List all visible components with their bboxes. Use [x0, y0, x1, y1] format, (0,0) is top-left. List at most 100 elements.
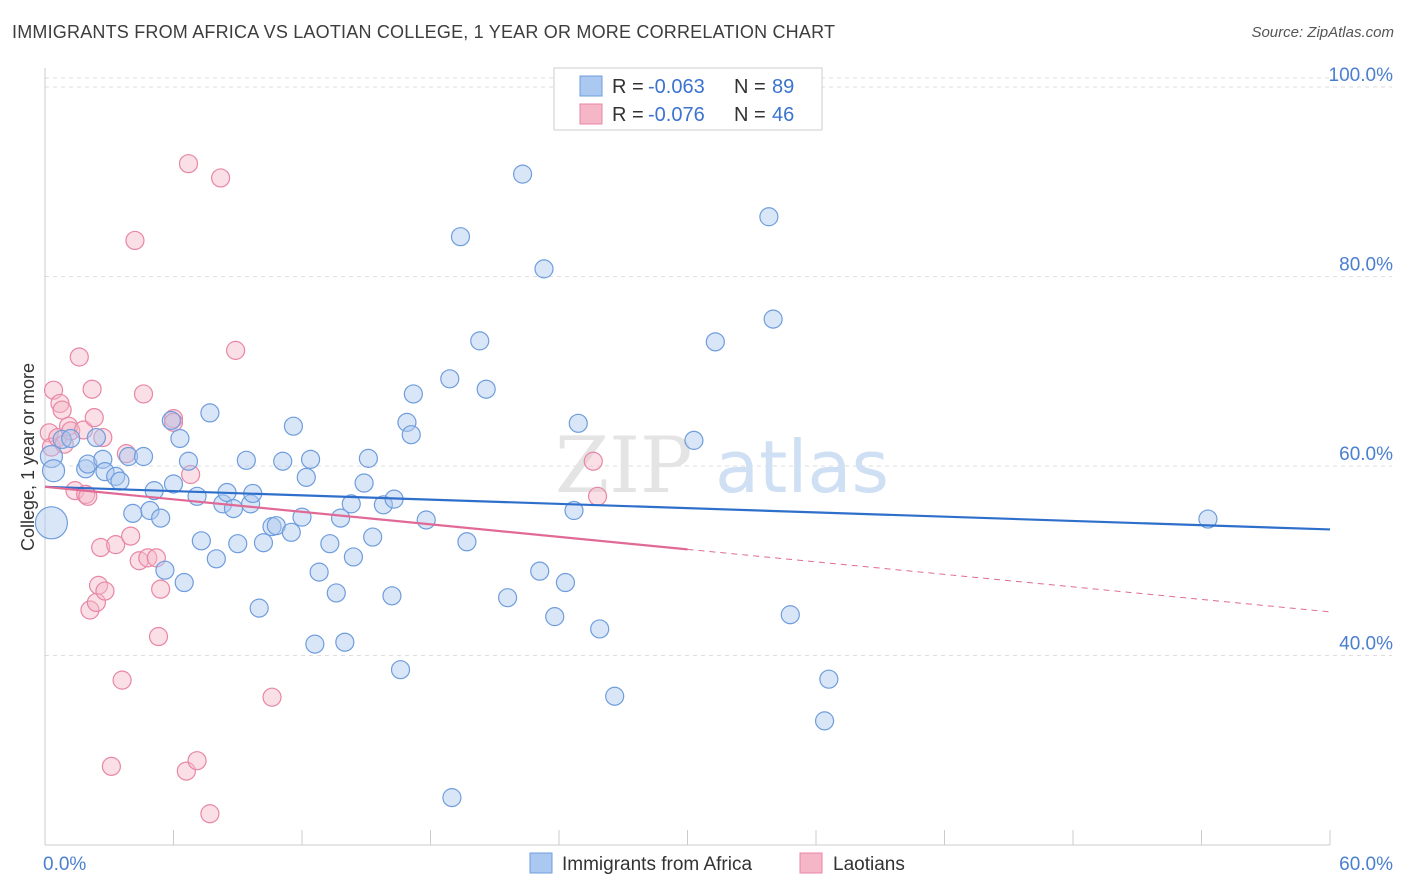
africa-point	[759, 207, 779, 227]
watermark: ZIP atlas	[555, 421, 889, 511]
africa-point	[86, 427, 107, 448]
laotians-point	[80, 600, 100, 620]
africa-point	[530, 561, 550, 581]
africa-point	[763, 309, 783, 329]
africa-point	[363, 527, 383, 547]
laotians-point	[95, 581, 115, 601]
laotians-point	[106, 535, 126, 555]
x-tick-marks	[44, 830, 1331, 845]
y-tick-label: 60.0%	[1339, 444, 1393, 465]
africa-point	[403, 384, 423, 404]
africa-point	[814, 711, 835, 731]
laotians-point	[125, 230, 145, 251]
africa-point	[300, 449, 321, 469]
africa-point	[341, 494, 361, 514]
x-tick-label-min: 0.0%	[43, 854, 86, 875]
africa-point	[296, 467, 316, 487]
africa-point	[390, 660, 411, 680]
africa-point	[780, 605, 800, 625]
chart-title: IMMIGRANTS FROM AFRICA VS LAOTIAN COLLEG…	[12, 22, 836, 42]
africa-point	[253, 533, 274, 553]
laotians-point	[211, 168, 231, 188]
africa-point	[93, 449, 113, 469]
africa-point	[555, 572, 576, 593]
africa-point	[110, 471, 130, 491]
africa-point	[283, 416, 304, 436]
laotians-point	[187, 751, 207, 771]
africa-point	[200, 403, 220, 423]
africa-point	[470, 331, 490, 351]
laotians-point	[101, 756, 121, 776]
africa-point	[457, 532, 477, 552]
africa-point	[61, 428, 81, 449]
y-axis-label: College, 1 year or more	[18, 363, 38, 551]
laotians-point	[226, 340, 246, 360]
bottom-legend-label-pink: Laotians	[833, 854, 905, 875]
legend-n-value-pink: 46	[772, 104, 794, 126]
africa-point	[684, 430, 704, 450]
africa-point	[78, 454, 98, 474]
laotians-point	[121, 526, 141, 546]
africa-point	[534, 259, 554, 279]
legend-r-label-blue: R =	[612, 76, 644, 98]
africa-point	[41, 459, 66, 483]
africa-point	[155, 560, 175, 580]
laotians-point	[178, 154, 199, 174]
trend-lines	[44, 485, 1331, 613]
africa-point	[440, 369, 460, 389]
africa-point	[568, 413, 588, 433]
africa-point	[354, 473, 374, 493]
legend-n-label-pink: N =	[734, 104, 766, 126]
africa-point	[590, 619, 610, 639]
africa-point	[320, 534, 340, 554]
africa-point	[476, 379, 496, 399]
africa-point	[34, 506, 69, 540]
africa-point	[281, 522, 301, 542]
africa-trend-line	[44, 485, 1331, 531]
africa-point	[819, 669, 839, 689]
africa-point	[151, 508, 171, 528]
africa-point	[330, 508, 351, 528]
laotians-point	[587, 486, 608, 506]
africa-point	[191, 531, 211, 551]
bottom-legend-label-blue: Immigrants from Africa	[562, 854, 752, 875]
laotians-point	[91, 537, 111, 558]
laotians-point	[262, 687, 282, 707]
y-tick-label: 80.0%	[1339, 254, 1393, 275]
africa-point	[123, 503, 143, 523]
y-tick-labels: 40.0% 60.0% 80.0% 100.0%	[1329, 65, 1394, 655]
africa-point	[416, 510, 436, 530]
africa-point	[133, 446, 154, 467]
laotians-point	[151, 579, 171, 599]
africa-point	[140, 500, 160, 521]
africa-point	[358, 448, 378, 468]
africa-point	[206, 549, 226, 569]
watermark-atlas: atlas	[715, 425, 889, 509]
laotians-point	[52, 400, 72, 420]
laotians-point	[200, 804, 220, 824]
legend-swatch-pink	[579, 103, 603, 125]
africa-point	[228, 534, 248, 554]
x-tick-label-max: 60.0%	[1339, 854, 1393, 875]
legend-r-label-pink: R =	[612, 104, 644, 126]
africa-point	[498, 588, 518, 608]
africa-point	[163, 474, 184, 494]
laotians-point	[133, 384, 154, 404]
africa-point	[382, 586, 402, 606]
africa-point	[223, 499, 244, 519]
africa-point	[705, 332, 725, 352]
africa-point	[174, 572, 194, 593]
legend-n-label-blue: N =	[734, 76, 766, 98]
africa-point	[397, 412, 417, 432]
africa-point	[236, 450, 256, 470]
bottom-legend: Immigrants from Africa Laotians	[529, 852, 905, 875]
laotians-point	[84, 408, 104, 428]
africa-point	[442, 788, 462, 808]
africa-point	[1198, 509, 1218, 529]
africa-point	[161, 410, 181, 431]
laotians-point	[583, 451, 603, 471]
africa-point	[273, 451, 293, 471]
laotians-trend-line	[44, 485, 688, 551]
africa-point	[512, 164, 533, 184]
